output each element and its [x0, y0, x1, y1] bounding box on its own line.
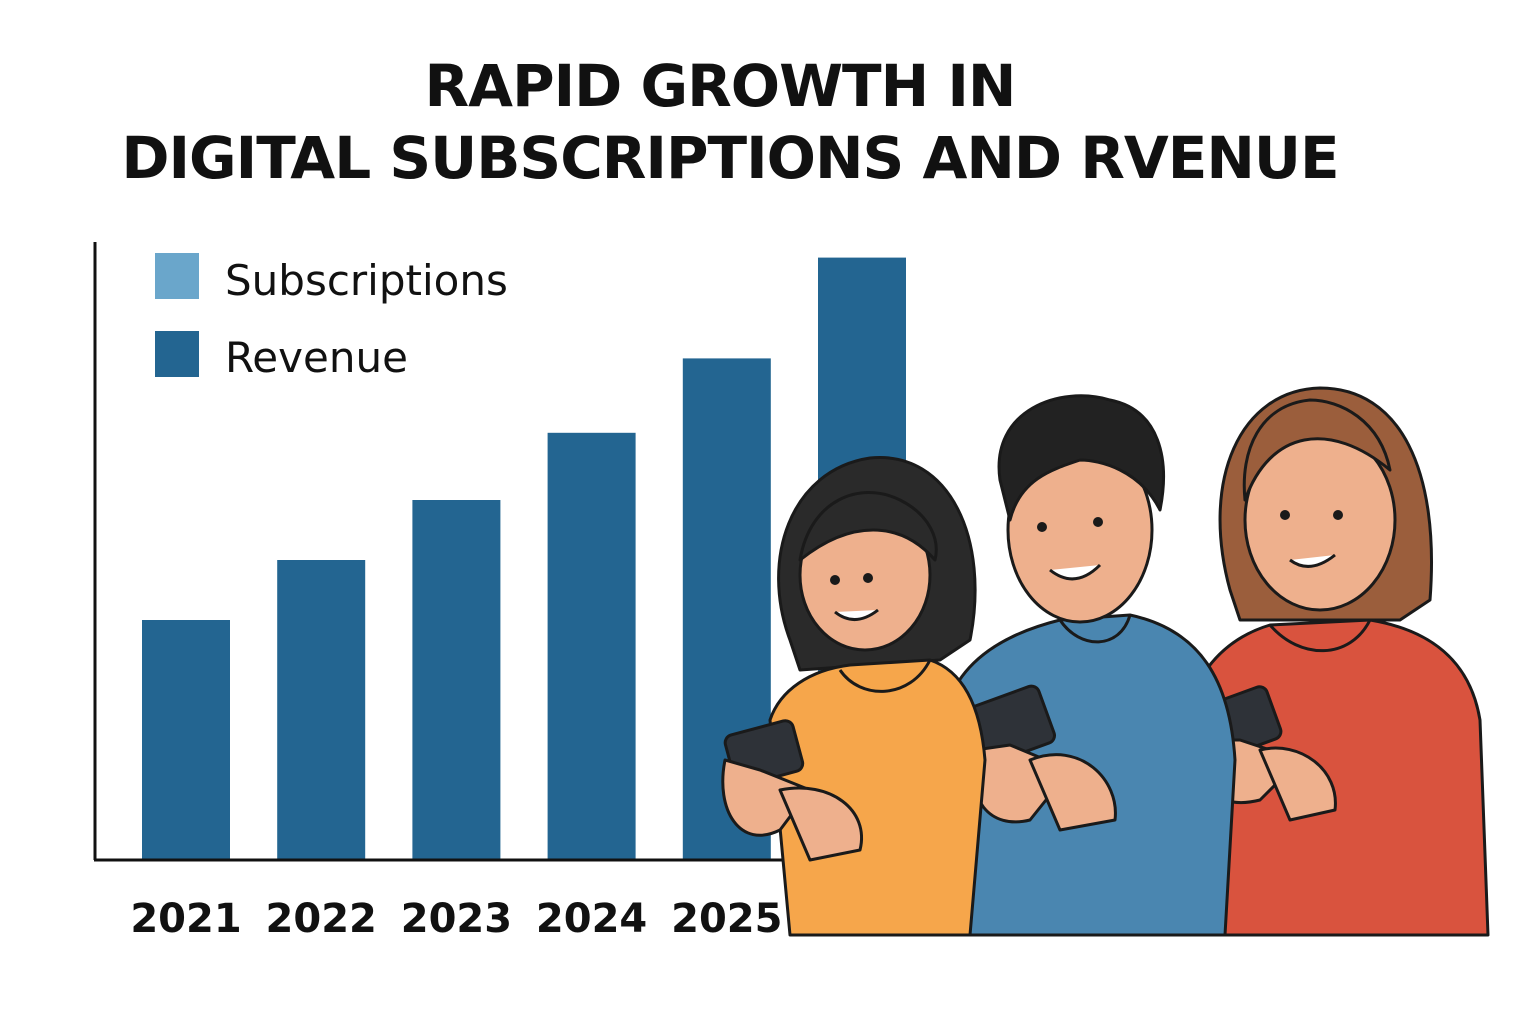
- legend: Subscriptions Revenue: [155, 253, 508, 382]
- person-woman-icon: [1158, 386, 1490, 937]
- bar-2022: [277, 560, 366, 860]
- x-tick-label: 2021: [130, 896, 241, 942]
- bar-2021: [142, 620, 230, 860]
- person-girl-icon: [721, 456, 987, 937]
- x-tick-label: 2024: [536, 896, 647, 942]
- x-tick-label: 2022: [266, 896, 377, 942]
- legend-swatch-revenue: [155, 331, 199, 377]
- legend-label-revenue: Revenue: [225, 333, 408, 382]
- bar-2024: [547, 432, 636, 860]
- person-boy-icon: [928, 394, 1237, 937]
- bar-2023: [412, 500, 501, 860]
- legend-swatch-subscriptions: [155, 253, 199, 299]
- x-tick-label: 2025: [671, 896, 782, 942]
- legend-label-subscriptions: Subscriptions: [225, 256, 508, 305]
- chart-title-line2: DIGITAL SUBSCRIPTIONS AND RVENUE: [121, 124, 1339, 192]
- people-illustration: [721, 386, 1490, 937]
- x-tick-label: 2023: [401, 896, 512, 942]
- chart-title-line1: RAPID GROWTH IN: [424, 52, 1017, 120]
